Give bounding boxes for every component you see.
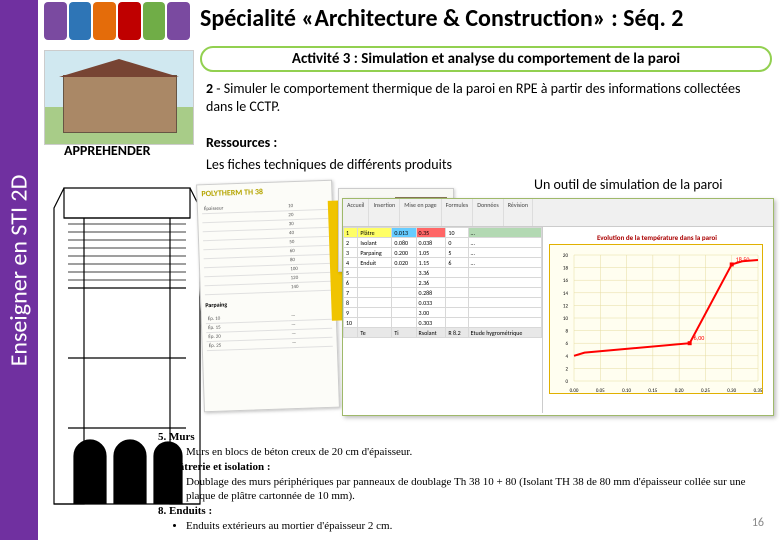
svg-text:0.35: 0.35 bbox=[754, 388, 763, 394]
cctp-heading: 6. Plâtrerie et isolation : bbox=[158, 460, 754, 475]
sequence-steps bbox=[44, 2, 190, 44]
svg-text:8: 8 bbox=[565, 329, 568, 335]
ribbon-tab[interactable]: Données bbox=[473, 199, 503, 226]
simulation-tool-window: AccueilInsertionMise en pageFormulesDonn… bbox=[342, 198, 774, 416]
seq-step bbox=[118, 2, 141, 40]
chart-title: Evolution de la température dans la paro… bbox=[549, 233, 765, 242]
svg-text:10: 10 bbox=[563, 316, 569, 322]
page-title: Spécialité «Architecture & Construction»… bbox=[200, 4, 683, 33]
svg-text:6: 6 bbox=[565, 341, 568, 347]
svg-text:0.25: 0.25 bbox=[701, 388, 710, 394]
svg-text:20: 20 bbox=[563, 253, 569, 259]
vertical-brand-text: Enseigner en STI 2D bbox=[5, 174, 34, 366]
svg-text:0.05: 0.05 bbox=[596, 388, 605, 394]
ribbon-tab[interactable]: Accueil bbox=[343, 199, 369, 226]
spreadsheet-grid: 1Plâtre0.0130.3510…2Isolant0.0800.0380…3… bbox=[343, 227, 543, 413]
temperature-chart: Evolution de la température dans la paro… bbox=[543, 227, 771, 413]
cctp-bullet: Enduits extérieurs au mortier d'épaisseu… bbox=[186, 519, 754, 534]
svg-text:2: 2 bbox=[565, 366, 568, 372]
task-2-text: 2 - Simuler le comportement thermique de… bbox=[206, 80, 766, 115]
seq-step bbox=[93, 2, 116, 40]
cctp-bullets: Enduits extérieurs au mortier d'épaisseu… bbox=[186, 519, 754, 534]
seq-step bbox=[167, 2, 190, 40]
house-illustration bbox=[44, 50, 194, 145]
svg-text:0.15: 0.15 bbox=[648, 388, 657, 394]
seq-step bbox=[143, 2, 166, 40]
ribbon-tab[interactable]: Insertion bbox=[369, 199, 400, 226]
svg-text:0.10: 0.10 bbox=[622, 388, 631, 394]
svg-text:4: 4 bbox=[565, 354, 568, 360]
vertical-brand-label: Enseigner en STI 2D bbox=[0, 0, 38, 540]
ribbon-tab[interactable]: Formules bbox=[442, 199, 474, 226]
svg-text:0.20: 0.20 bbox=[675, 388, 684, 394]
svg-text:18: 18 bbox=[563, 266, 569, 272]
ribbon-tabs: AccueilInsertionMise en pageFormulesDonn… bbox=[343, 199, 773, 227]
datasheet-section-2: Parpaing bbox=[205, 297, 331, 309]
ressources-label: Ressources : bbox=[206, 134, 277, 151]
svg-text:12: 12 bbox=[563, 303, 569, 309]
page-number: 16 bbox=[752, 516, 764, 530]
svg-text:6,00: 6,00 bbox=[694, 334, 705, 342]
seq-step bbox=[69, 2, 92, 40]
cctp-heading: 5. Murs bbox=[158, 430, 754, 445]
apprehender-label: APPREHENDER bbox=[64, 142, 151, 159]
datasheet-table-2: Ép. 10—Ép. 15—Ép. 20—Ép. 25— bbox=[206, 311, 333, 351]
ribbon-tab[interactable]: Mise en page bbox=[400, 199, 441, 226]
svg-text:18,50: 18,50 bbox=[736, 255, 750, 263]
product-datasheet: POLYTHERM TH 38 Épaisseur102030405060801… bbox=[196, 180, 340, 413]
ribbon-tab[interactable]: Révision bbox=[504, 199, 533, 226]
svg-text:0: 0 bbox=[565, 379, 568, 385]
svg-text:0.00: 0.00 bbox=[570, 388, 579, 394]
cctp-excerpt: 5. MursMurs en blocs de béton creux de 2… bbox=[158, 430, 754, 534]
svg-text:14: 14 bbox=[563, 291, 569, 297]
activity-banner: Activité 3 : Simulation et analyse du co… bbox=[200, 46, 772, 72]
datasheet-brand: POLYTHERM TH 38 bbox=[201, 185, 327, 199]
chart-plot-area: 0.00 0.05 0.10 0.15 0.20 0.25 0.30 0.35 0 2 4 6 8 10 1… bbox=[549, 244, 763, 394]
cctp-bullets: Murs en blocs de béton creux de 20 cm d'… bbox=[186, 445, 754, 460]
seq-step bbox=[44, 2, 67, 40]
fiches-label: Les fiches techniques de différents prod… bbox=[206, 156, 452, 173]
cctp-bullet: Murs en blocs de béton creux de 20 cm d'… bbox=[186, 445, 754, 460]
outil-label: Un outil de simulation de la paroi bbox=[534, 176, 723, 193]
svg-text:0.30: 0.30 bbox=[727, 388, 736, 394]
svg-text:16: 16 bbox=[563, 278, 569, 284]
task-2-body: - Simuler le comportement thermique de l… bbox=[206, 80, 740, 115]
cctp-bullet: Doublage des murs périphériques par pann… bbox=[186, 475, 754, 505]
datasheet-table-1: Épaisseur10203040506080100120140 bbox=[202, 201, 331, 295]
cctp-heading: 8. Enduits : bbox=[158, 504, 754, 519]
cctp-bullets: Doublage des murs périphériques par pann… bbox=[186, 475, 754, 505]
